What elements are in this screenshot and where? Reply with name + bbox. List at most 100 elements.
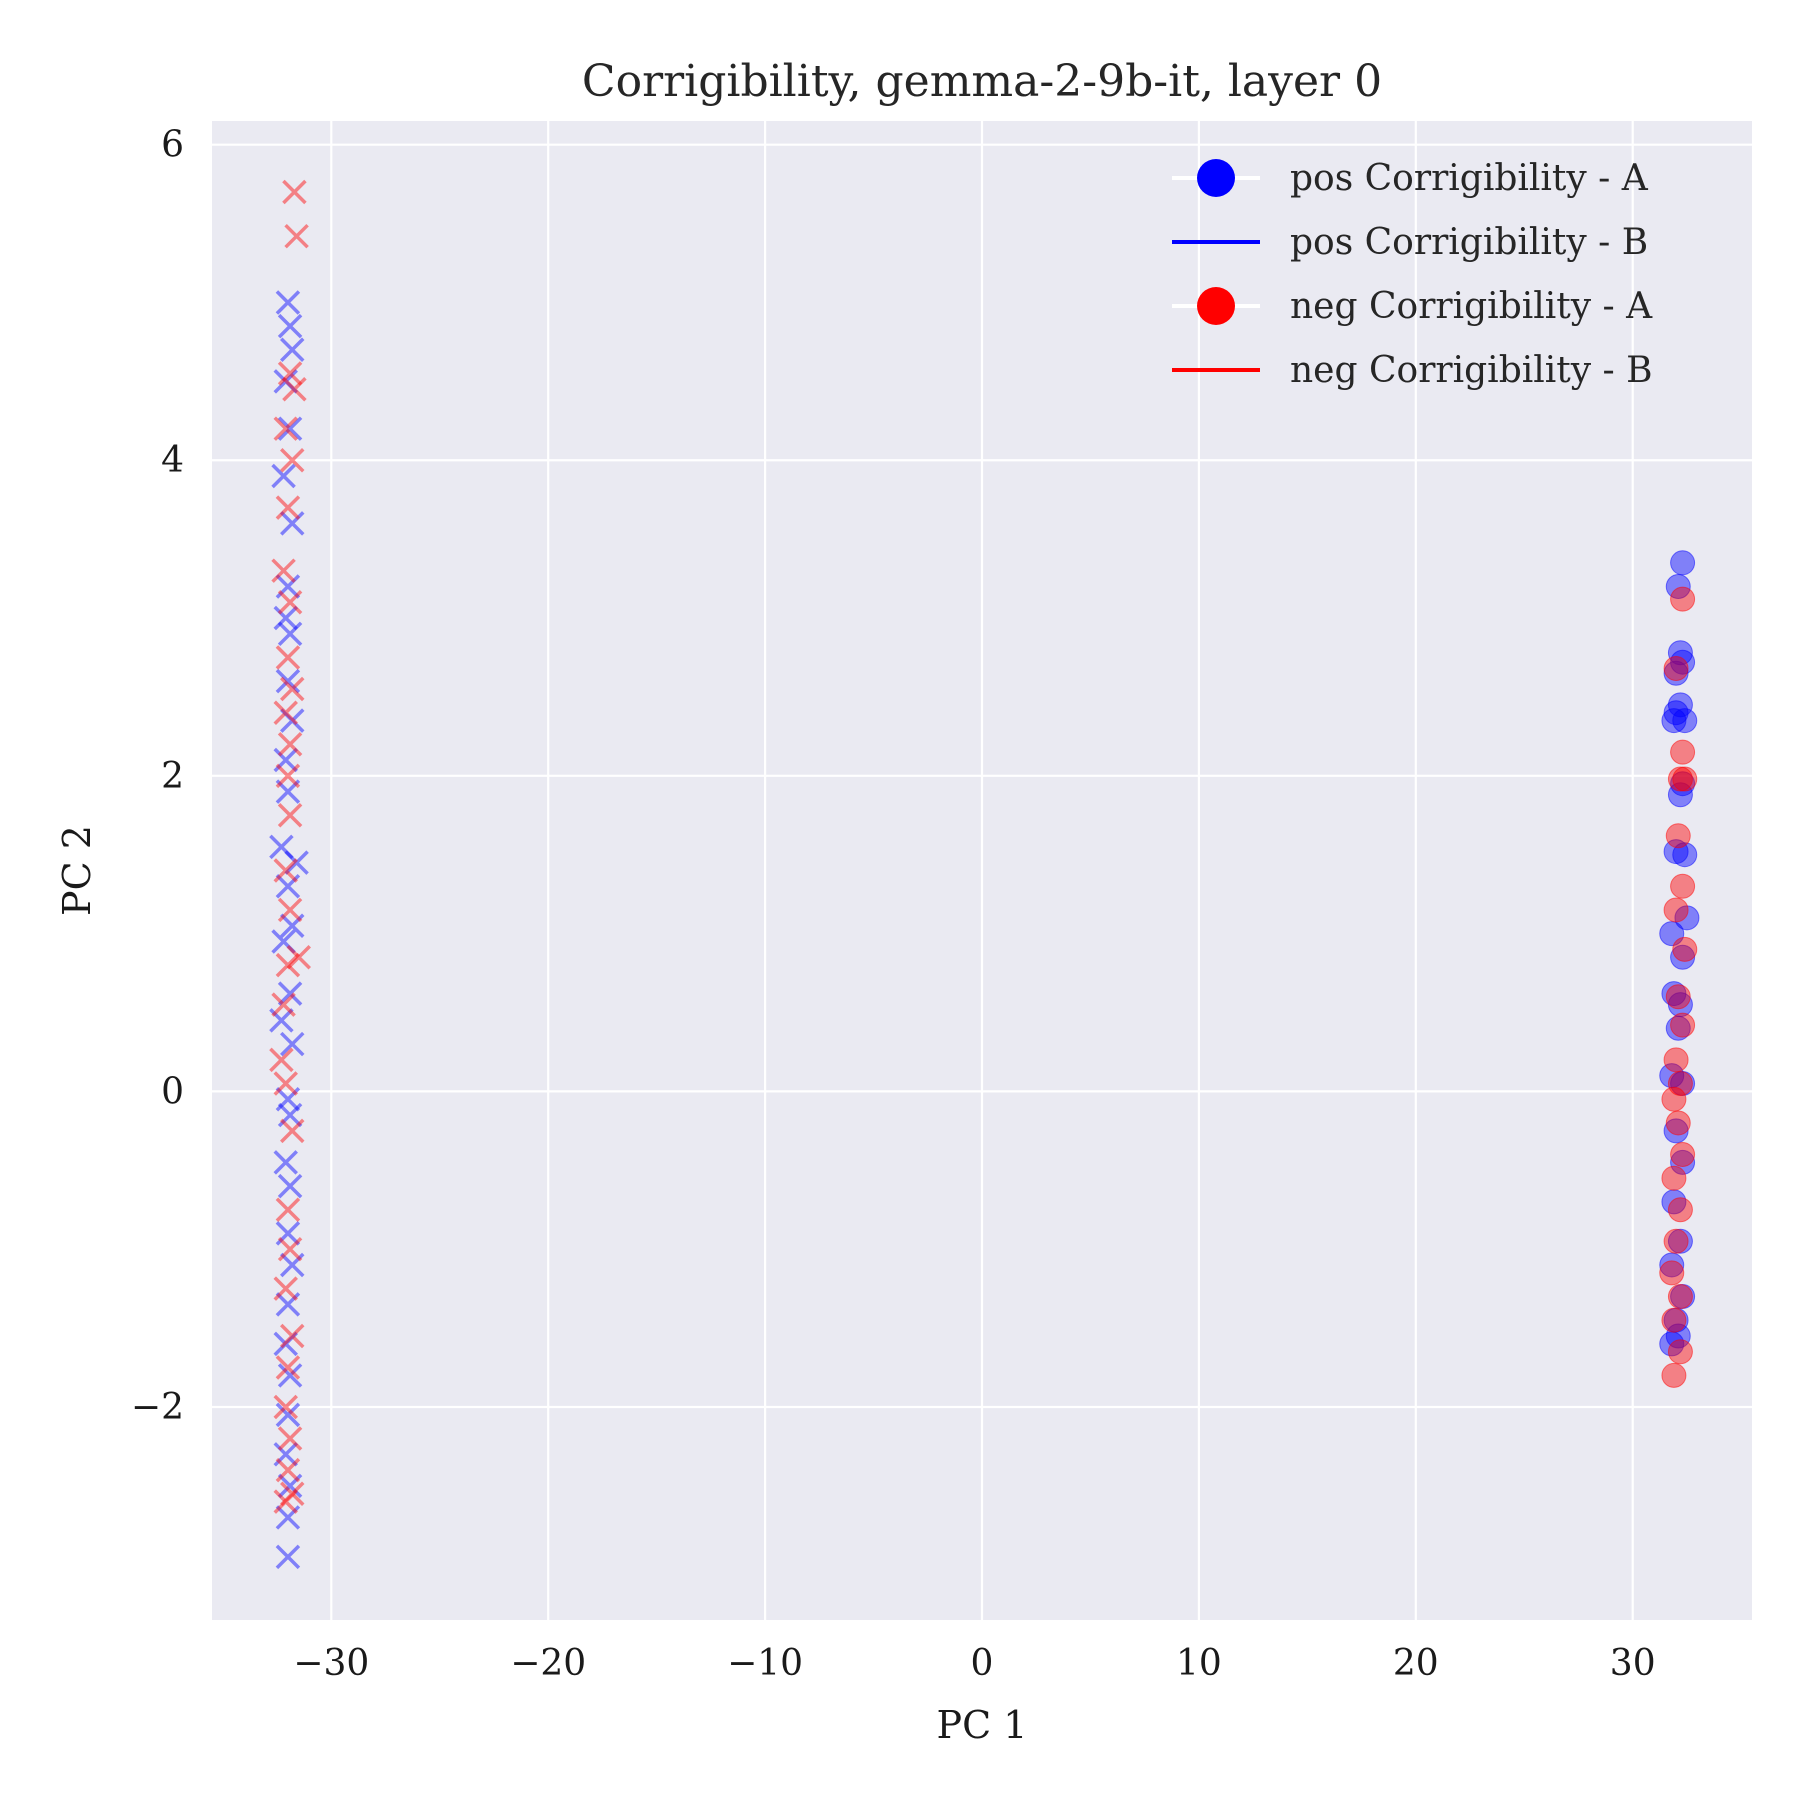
circle-marker-point [1665, 823, 1691, 849]
x-marker-point [273, 1150, 298, 1175]
legend-item: pos Corrigibility - A [1172, 158, 1649, 199]
x-marker-point [275, 1505, 301, 1530]
x-marker-point [275, 1402, 301, 1428]
x-marker-point [275, 952, 301, 978]
x-marker-point [269, 1008, 294, 1033]
y-tick-label: 0 [161, 1071, 184, 1112]
x-marker-point [280, 913, 305, 938]
x-marker-point [284, 850, 309, 875]
y-tick-label: 6 [161, 125, 184, 166]
series-pos-corrigibility---b [269, 290, 309, 1570]
x-marker-point [277, 1236, 303, 1262]
x-marker-point [277, 416, 303, 441]
x-marker-point [280, 448, 305, 473]
x-marker-point [277, 803, 303, 828]
x-marker-point [273, 1331, 298, 1357]
legend: pos Corrigibility - A pos Corrigibility -… [1172, 158, 1653, 391]
circle-marker-point [1663, 839, 1689, 865]
circle-marker-point [1667, 1339, 1693, 1365]
circle-marker-point [1661, 1307, 1687, 1333]
chart-title: Corrigibility, gemma-2-9b-it, layer 0 [582, 56, 1382, 107]
x-marker-point [275, 645, 301, 670]
circle-marker-point [1670, 771, 1696, 797]
x-marker-point [273, 1489, 298, 1514]
circle-marker-point [1665, 984, 1691, 1010]
legend-item: pos Corrigibility - B [1172, 222, 1648, 263]
x-marker-point [275, 1087, 301, 1112]
y-axis-label: PC 2 [55, 825, 99, 916]
x-tick-label: −20 [510, 1643, 586, 1684]
legend-item: neg Corrigibility - B [1172, 350, 1653, 391]
circle-marker-point [1663, 656, 1689, 682]
circle-marker-point [1670, 944, 1696, 970]
x-marker-point [277, 590, 303, 615]
x-marker-point [271, 992, 296, 1017]
x-marker-point [271, 463, 296, 489]
x-tick-label: 10 [1176, 1643, 1222, 1684]
circle-marker-point [1665, 1323, 1691, 1349]
circle-marker-point [1661, 708, 1687, 734]
circle-marker-point [1665, 1015, 1691, 1041]
x-marker-point [277, 732, 303, 757]
x-marker-point [273, 1442, 298, 1467]
x-marker-point [277, 361, 303, 386]
x-marker-point [275, 1221, 301, 1246]
x-marker-point [273, 747, 298, 773]
series-pos-corrigibility---a [1659, 550, 1700, 1357]
data-points [269, 179, 1700, 1570]
circle-marker-point [1670, 739, 1696, 765]
x-tick-label: 20 [1393, 1643, 1439, 1684]
circle-marker-point [1663, 1118, 1689, 1144]
x-marker-point [277, 1102, 303, 1128]
x-marker-point [282, 377, 307, 402]
circle-marker-point [1667, 1071, 1693, 1097]
circle-marker-point [1670, 1142, 1696, 1168]
circle-marker-point [1667, 640, 1693, 666]
y-tick-labels: −2 0 2 4 6 [131, 125, 184, 1428]
circle-marker-point [1663, 1228, 1689, 1254]
x-marker-point [280, 676, 305, 702]
x-marker-point [273, 605, 298, 631]
x-marker-point [280, 511, 305, 536]
y-tick-label: 2 [161, 756, 184, 797]
x-marker-point [273, 1276, 298, 1301]
circle-marker-point [1661, 1362, 1687, 1388]
x-tick-label: 0 [971, 1643, 994, 1684]
x-marker-point [277, 313, 303, 339]
x-marker-point [273, 369, 298, 394]
x-marker-point [277, 621, 303, 647]
circle-marker-point [1670, 873, 1696, 899]
x-marker-point [280, 1252, 305, 1278]
circle-marker-point [1670, 550, 1696, 576]
legend-circle-marker [1197, 159, 1235, 197]
circle-marker-point [1661, 1165, 1687, 1191]
x-marker-point [275, 779, 301, 804]
x-marker-point [277, 897, 303, 923]
x-marker-point [275, 574, 301, 599]
y-tick-label: 4 [161, 440, 184, 481]
x-marker-point [277, 1473, 303, 1499]
x-tick-labels: −30 −20 −10 0 10 20 30 [293, 1643, 1655, 1684]
circle-marker-point [1661, 1086, 1687, 1112]
x-marker-point [275, 290, 301, 315]
x-marker-point [275, 668, 301, 694]
x-marker-point [277, 1363, 303, 1388]
circle-marker-point [1667, 1284, 1693, 1310]
x-marker-point [275, 1355, 301, 1380]
circle-marker-point [1667, 782, 1693, 808]
x-marker-point [269, 1047, 294, 1073]
x-axis-label: PC 1 [937, 1703, 1028, 1747]
x-marker-point [273, 1394, 298, 1420]
x-marker-point [280, 1481, 305, 1507]
x-marker-point [269, 834, 294, 860]
circle-marker-point [1670, 1149, 1696, 1175]
x-marker-point [271, 929, 296, 954]
x-marker-point [273, 416, 298, 441]
x-marker-point [280, 708, 305, 733]
legend-label: pos Corrigibility - A [1290, 158, 1649, 199]
x-marker-point [273, 858, 298, 883]
x-marker-point [282, 179, 307, 205]
x-marker-point [271, 558, 296, 583]
